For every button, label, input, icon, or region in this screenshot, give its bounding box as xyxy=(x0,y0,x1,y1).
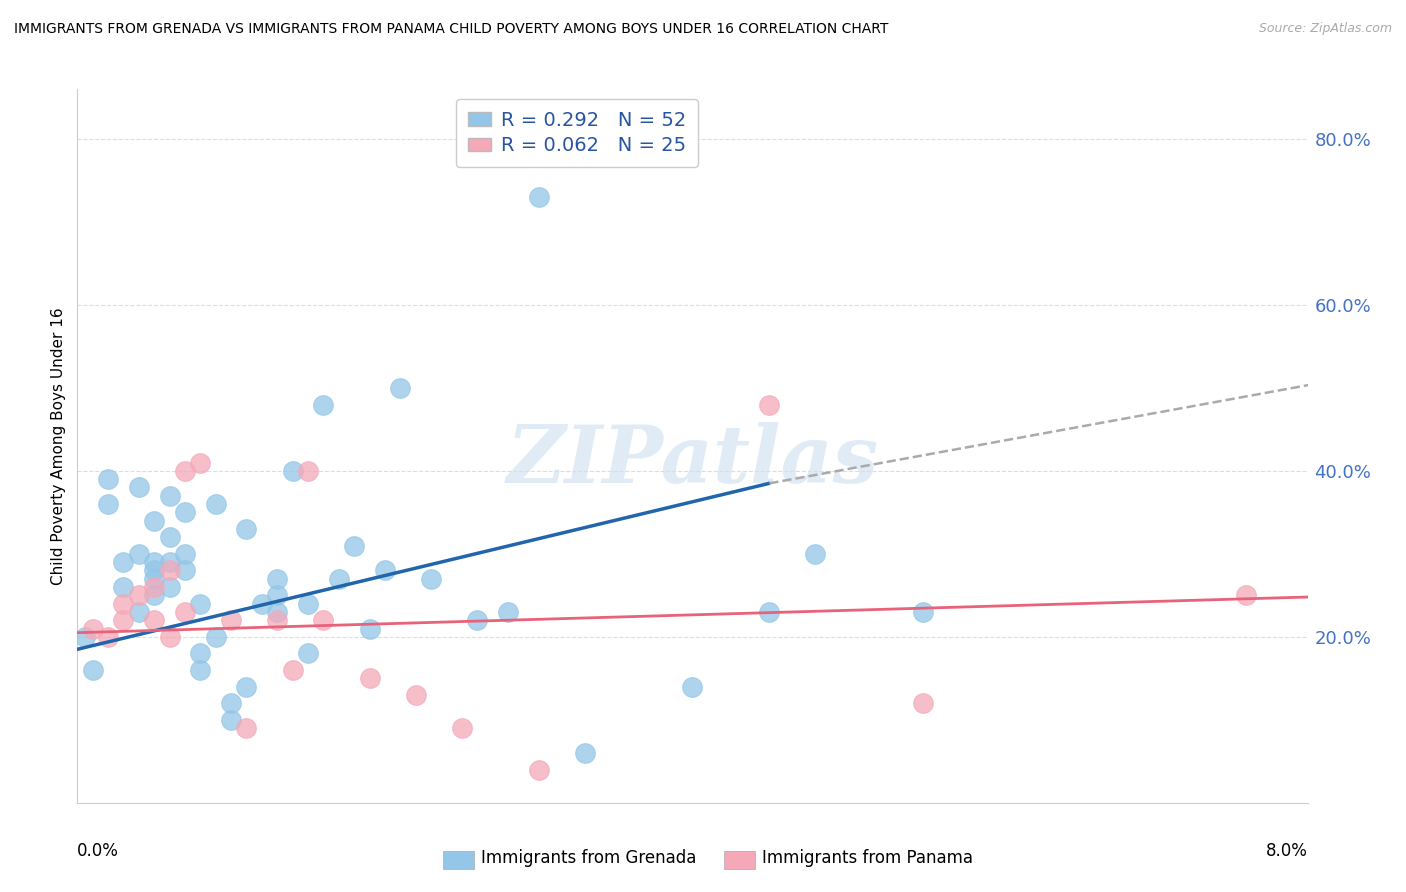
Text: Source: ZipAtlas.com: Source: ZipAtlas.com xyxy=(1258,22,1392,36)
Point xyxy=(190,456,212,470)
Point xyxy=(312,613,335,627)
Point xyxy=(266,572,288,586)
Point xyxy=(143,564,166,578)
Point xyxy=(112,580,135,594)
Point xyxy=(112,555,135,569)
Point xyxy=(281,464,304,478)
Point xyxy=(73,630,96,644)
Point xyxy=(266,588,288,602)
Point xyxy=(465,613,488,627)
Point xyxy=(82,622,104,636)
Point xyxy=(328,572,350,586)
Point xyxy=(359,671,381,685)
Point xyxy=(143,572,166,586)
Point xyxy=(97,497,120,511)
Point xyxy=(97,472,120,486)
Text: ZIPatlas: ZIPatlas xyxy=(506,422,879,499)
Point xyxy=(128,547,150,561)
Point xyxy=(174,547,197,561)
Point xyxy=(174,564,197,578)
Point xyxy=(174,605,197,619)
Point xyxy=(143,588,166,602)
Point xyxy=(159,630,181,644)
Point xyxy=(190,597,212,611)
Point xyxy=(159,564,181,578)
Point xyxy=(235,522,257,536)
Point xyxy=(159,530,181,544)
Point xyxy=(143,613,166,627)
Point xyxy=(190,647,212,661)
Point xyxy=(1234,588,1257,602)
Point xyxy=(128,588,150,602)
Text: 0.0%: 0.0% xyxy=(77,842,120,860)
Point xyxy=(297,464,319,478)
Point xyxy=(758,397,780,411)
Point xyxy=(405,688,427,702)
Point xyxy=(235,721,257,735)
Point xyxy=(143,580,166,594)
Point xyxy=(159,555,181,569)
Point xyxy=(204,630,226,644)
Point xyxy=(112,613,135,627)
Point xyxy=(574,746,596,760)
Point xyxy=(912,696,935,710)
Point xyxy=(804,547,827,561)
Point xyxy=(159,489,181,503)
Point xyxy=(204,497,226,511)
Point xyxy=(219,713,242,727)
Point xyxy=(450,721,472,735)
Point xyxy=(420,572,443,586)
Point xyxy=(758,605,780,619)
Point xyxy=(682,680,704,694)
Point xyxy=(174,505,197,519)
Point xyxy=(143,555,166,569)
Point xyxy=(912,605,935,619)
Point xyxy=(527,763,550,777)
Point xyxy=(219,696,242,710)
Point xyxy=(359,622,381,636)
Text: 8.0%: 8.0% xyxy=(1265,842,1308,860)
Point xyxy=(496,605,519,619)
Point xyxy=(112,597,135,611)
Point xyxy=(343,539,366,553)
Point xyxy=(159,580,181,594)
Text: Immigrants from Grenada: Immigrants from Grenada xyxy=(481,849,696,867)
Point xyxy=(312,397,335,411)
Point xyxy=(297,597,319,611)
Legend: R = 0.292   N = 52, R = 0.062   N = 25: R = 0.292 N = 52, R = 0.062 N = 25 xyxy=(456,99,697,167)
Point xyxy=(374,564,396,578)
Point xyxy=(527,190,550,204)
Point xyxy=(266,605,288,619)
Point xyxy=(97,630,120,644)
Point xyxy=(219,613,242,627)
Y-axis label: Child Poverty Among Boys Under 16: Child Poverty Among Boys Under 16 xyxy=(51,307,66,585)
Point xyxy=(266,613,288,627)
Point xyxy=(190,663,212,677)
Text: IMMIGRANTS FROM GRENADA VS IMMIGRANTS FROM PANAMA CHILD POVERTY AMONG BOYS UNDER: IMMIGRANTS FROM GRENADA VS IMMIGRANTS FR… xyxy=(14,22,889,37)
Point xyxy=(235,680,257,694)
Point xyxy=(174,464,197,478)
Point xyxy=(389,381,412,395)
Text: Immigrants from Panama: Immigrants from Panama xyxy=(762,849,973,867)
Point xyxy=(297,647,319,661)
Point xyxy=(128,481,150,495)
Point xyxy=(143,514,166,528)
Point xyxy=(281,663,304,677)
Point xyxy=(128,605,150,619)
Point xyxy=(82,663,104,677)
Point xyxy=(250,597,273,611)
